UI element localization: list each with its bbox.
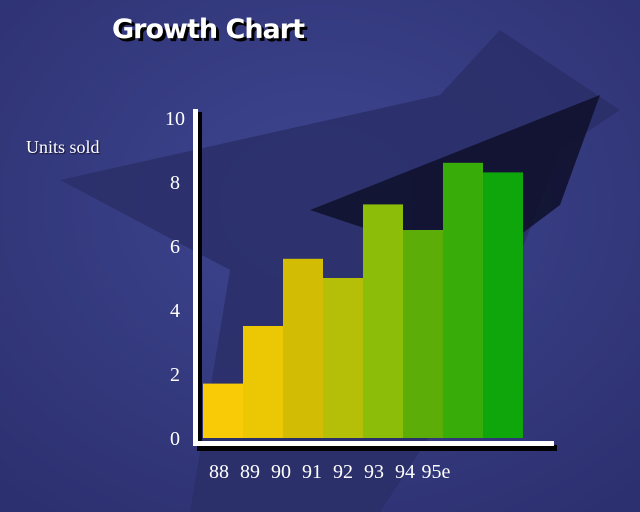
bar-91 bbox=[323, 278, 363, 438]
bar-89 bbox=[243, 326, 283, 438]
x-axis-shadow bbox=[197, 445, 557, 451]
bar-94 bbox=[443, 162, 483, 439]
x-tick-label: 92 bbox=[333, 461, 353, 483]
x-tick-label: 88 bbox=[209, 461, 229, 483]
x-tick-label: 90 bbox=[271, 461, 291, 483]
y-axis-shadow bbox=[197, 112, 202, 450]
bar-90 bbox=[283, 258, 323, 438]
x-tick-label: 91 bbox=[302, 461, 322, 483]
y-tick-label: 10 bbox=[165, 108, 185, 130]
x-tick-label: 95e bbox=[422, 461, 451, 483]
y-tick-label: 4 bbox=[170, 300, 180, 322]
y-tick-label: 0 bbox=[170, 428, 180, 450]
x-tick-label: 93 bbox=[364, 461, 384, 483]
y-axis-line bbox=[193, 109, 198, 446]
x-axis-line bbox=[193, 441, 554, 446]
bar-93 bbox=[403, 230, 443, 438]
y-tick-label: 2 bbox=[170, 364, 180, 386]
bar-92 bbox=[363, 204, 403, 438]
y-tick-label: 6 bbox=[170, 236, 180, 258]
x-tick-label: 94 bbox=[395, 461, 415, 483]
y-axis-label: Units sold bbox=[26, 137, 100, 157]
chart-title: Growth Chart bbox=[112, 14, 305, 45]
x-tick-label: 89 bbox=[240, 461, 260, 483]
y-tick-label: 8 bbox=[170, 172, 180, 194]
bar-88 bbox=[203, 383, 243, 438]
bar-95e bbox=[483, 172, 523, 438]
